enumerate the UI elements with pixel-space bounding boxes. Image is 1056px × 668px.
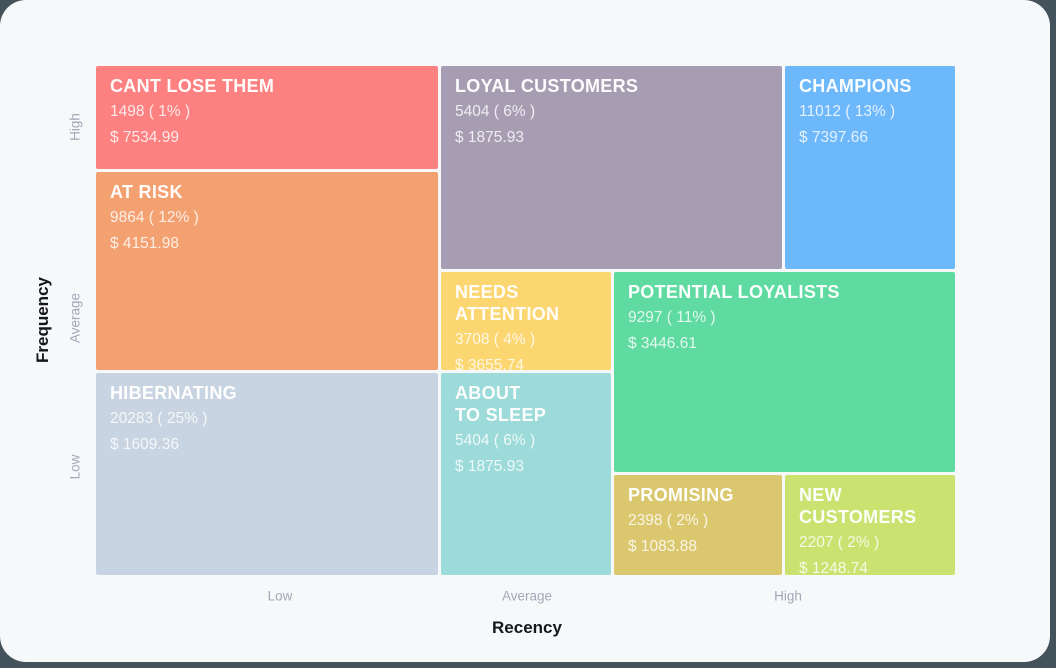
y-axis-title: Frequency (33, 277, 52, 363)
segment-monetary: $ 1609.36 (110, 436, 179, 454)
x-axis-title: Recency (492, 618, 562, 637)
segment-monetary: $ 3655.74 (455, 357, 524, 370)
segment-count: 2398 ( 2% ) (628, 511, 709, 529)
segment-name: HIBERNATING (110, 383, 237, 403)
segment-monetary: $ 1248.74 (799, 560, 868, 575)
segment-count: 2207 ( 2% ) (799, 533, 880, 551)
segment-name: NEEDS ATTENTION (455, 282, 560, 324)
segment-name: CHAMPIONS (799, 76, 912, 96)
y-tick-label: Low (67, 454, 83, 480)
segment-tile[interactable]: AT RISK 9864 ( 12% ) $ 4151.98 (96, 172, 438, 370)
segment-count: 5404 ( 6% ) (455, 431, 536, 449)
segment-name: LOYAL CUSTOMERS (455, 76, 639, 96)
segment-count: 5404 ( 6% ) (455, 102, 536, 120)
segment-monetary: $ 1875.93 (455, 129, 524, 147)
x-tick-label: Average (501, 588, 553, 604)
segment-name: PROMISING (628, 485, 734, 505)
rfm-grid: CANT LOSE THEM 1498 ( 1% ) $ 7534.99 LOY… (96, 66, 955, 575)
segment-tile[interactable]: CHAMPIONS 11012 ( 13% ) $ 7397.66 (785, 66, 955, 269)
segment-count: 1498 ( 1% ) (110, 102, 191, 120)
segment-tile[interactable]: CANT LOSE THEM 1498 ( 1% ) $ 7534.99 (96, 66, 438, 169)
segment-name: NEW CUSTOMERS (799, 485, 917, 527)
segment-monetary: $ 7534.99 (110, 129, 179, 147)
segment-monetary: $ 1875.93 (455, 458, 524, 476)
segment-tile[interactable]: ABOUT TO SLEEP 5404 ( 6% ) $ 1875.93 (441, 373, 611, 575)
segment-name: POTENTIAL LOYALISTS (628, 282, 840, 302)
segment-tile[interactable]: POTENTIAL LOYALISTS 9297 ( 11% ) $ 3446.… (614, 272, 955, 472)
y-tick-label: High (67, 113, 83, 141)
segment-name: ABOUT TO SLEEP (455, 383, 547, 425)
segment-monetary: $ 3446.61 (628, 335, 697, 353)
segment-count: 20283 ( 25% ) (110, 409, 208, 427)
segment-tile[interactable]: PROMISING 2398 ( 2% ) $ 1083.88 (614, 475, 782, 575)
segment-tile[interactable]: NEEDS ATTENTION 3708 ( 4% ) $ 3655.74 (441, 272, 611, 370)
segment-monetary: $ 7397.66 (799, 129, 868, 147)
segment-monetary: $ 1083.88 (628, 538, 697, 556)
segment-monetary: $ 4151.98 (110, 235, 179, 253)
x-tick-label: High (774, 588, 802, 604)
segment-count: 9864 ( 12% ) (110, 208, 199, 226)
segment-tile[interactable]: NEW CUSTOMERS 2207 ( 2% ) $ 1248.74 (785, 475, 955, 575)
segment-count: 3708 ( 4% ) (455, 330, 536, 348)
y-tick-label: Average (67, 292, 83, 344)
segment-count: 11012 ( 13% ) (799, 102, 896, 120)
segment-tile[interactable]: HIBERNATING 20283 ( 25% ) $ 1609.36 (96, 373, 438, 575)
segment-tile[interactable]: LOYAL CUSTOMERS 5404 ( 6% ) $ 1875.93 (441, 66, 782, 269)
segment-count: 9297 ( 11% ) (628, 308, 716, 326)
x-tick-label: Low (267, 588, 293, 604)
segment-name: AT RISK (110, 182, 183, 202)
segment-name: CANT LOSE THEM (110, 76, 275, 96)
